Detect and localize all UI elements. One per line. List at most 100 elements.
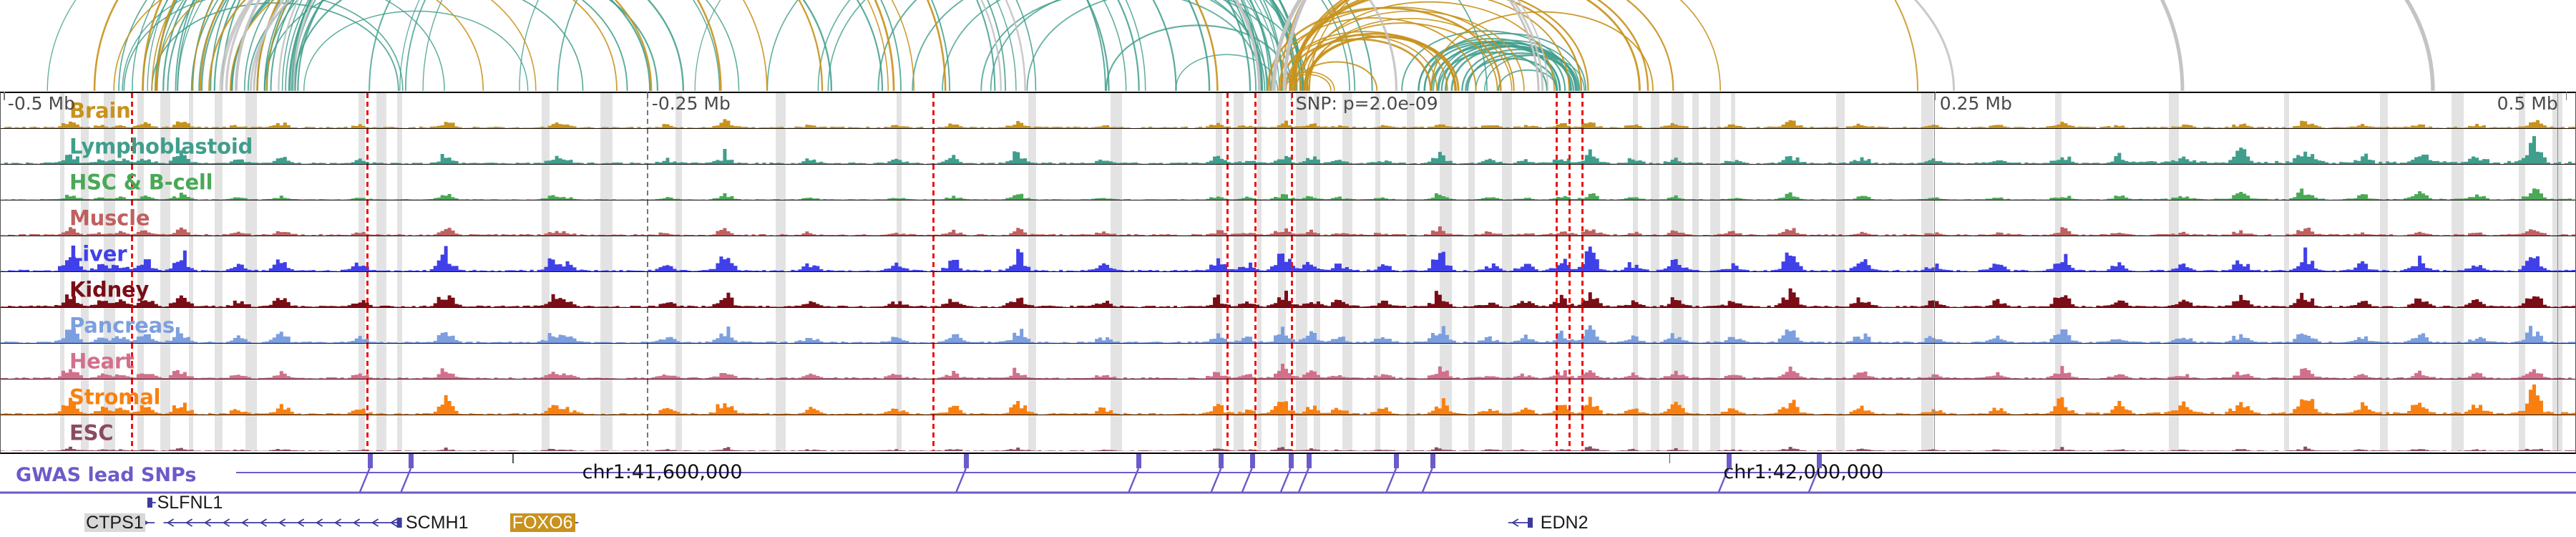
snp-marker-line <box>366 200 369 236</box>
reference-line <box>1934 236 1936 271</box>
gwas-snp-marker[interactable] <box>1306 454 1312 468</box>
gene-label-foxo6[interactable]: FOXO6 <box>509 513 575 532</box>
snp-marker-line <box>1290 379 1293 415</box>
gwas-snp-marker[interactable] <box>1249 454 1255 468</box>
highlight-band <box>160 165 171 200</box>
highlight-band <box>1836 165 1845 200</box>
highlight-band <box>1501 272 1512 307</box>
highlight-band <box>1710 379 1721 415</box>
highlight-band <box>2168 379 2179 415</box>
highlight-band <box>775 344 786 379</box>
reference-line <box>2557 93 2558 128</box>
signal-track-liver[interactable]: Liver <box>1 236 2575 272</box>
highlight-band <box>1921 200 1933 236</box>
highlight-band <box>1216 344 1223 379</box>
highlight-band <box>1110 93 1123 128</box>
gwas-snp-marker[interactable] <box>367 454 373 468</box>
track-label-liver: Liver <box>69 241 127 266</box>
highlight-band <box>80 129 89 164</box>
highlight-band <box>1342 344 1352 379</box>
gene-label-edn2[interactable]: EDN2 <box>1540 513 1589 533</box>
highlight-band <box>600 93 613 128</box>
gwas-snp-marker[interactable] <box>1430 454 1435 468</box>
signal-track-esc[interactable]: ESC <box>1 415 2575 451</box>
snp-marker-line <box>1556 93 1558 128</box>
highlight-band <box>600 272 613 307</box>
highlight-band <box>80 93 89 128</box>
gwas-snp-marker[interactable] <box>1394 454 1400 468</box>
highlight-band <box>600 236 613 271</box>
highlight-band <box>1692 344 1699 379</box>
signal-track-heart[interactable]: Heart <box>1 344 2575 379</box>
highlight-band <box>358 93 366 128</box>
track-label-hsc-b-cell: HSC & B-cell <box>69 169 213 194</box>
highlight-band <box>188 200 194 236</box>
highlight-band <box>1216 379 1223 415</box>
highlight-band <box>397 344 402 379</box>
snp-marker-line <box>1226 379 1229 415</box>
reference-line <box>1934 272 1936 307</box>
signal-track-hsc-b-cell[interactable]: HSC & B-cell <box>1 165 2575 200</box>
gene-label-scmh1[interactable]: SCMH1 <box>406 513 469 533</box>
highlight-band <box>1836 236 1845 271</box>
highlight-band <box>1440 93 1452 128</box>
signal-track-brain[interactable]: Brain <box>1 93 2575 129</box>
highlight-band <box>2552 129 2562 164</box>
highlight-band <box>1234 272 1244 307</box>
highlight-band <box>245 344 258 379</box>
snp-marker-line <box>130 308 133 343</box>
highlight-band <box>1672 93 1684 128</box>
axis-guide-line <box>647 129 648 164</box>
reference-line <box>2557 308 2558 343</box>
signal-track-pancreas[interactable]: Pancreas <box>1 308 2575 344</box>
gwas-snp-marker[interactable] <box>409 454 414 468</box>
signal-track-kidney[interactable]: Kidney <box>1 272 2575 308</box>
snp-marker-line <box>1581 129 1584 164</box>
highlight-band <box>1313 165 1320 200</box>
highlight-band <box>358 129 366 164</box>
gwas-snp-marker[interactable] <box>1816 454 1822 468</box>
highlight-band <box>103 415 116 451</box>
highlight-band <box>160 379 171 415</box>
gwas-snp-marker[interactable] <box>1288 454 1294 468</box>
signal-track-muscle[interactable]: Muscle <box>1 200 2575 236</box>
highlight-band <box>160 93 171 128</box>
gwas-snp-marker[interactable] <box>1136 454 1142 468</box>
highlight-band <box>2168 165 2179 200</box>
highlight-band <box>1921 165 1933 200</box>
highlight-band <box>1375 272 1380 307</box>
gwas-connector-svg <box>0 468 2576 494</box>
highlight-band <box>1406 165 1415 200</box>
highlight-band <box>2552 236 2562 271</box>
highlight-band <box>397 272 402 307</box>
highlight-band <box>1216 200 1223 236</box>
gene-label-slfnl1[interactable]: SLFNL1 <box>157 493 223 513</box>
highlight-band <box>1651 165 1659 200</box>
gwas-snp-marker[interactable] <box>1726 454 1732 468</box>
highlight-band <box>1836 379 1845 415</box>
highlight-band <box>1406 200 1415 236</box>
snp-marker-line <box>130 344 133 379</box>
highlight-band <box>1216 165 1223 200</box>
snp-marker-line <box>1568 200 1571 236</box>
gwas-snp-marker[interactable] <box>964 454 969 468</box>
highlight-band <box>2552 308 2562 343</box>
highlight-band <box>2451 379 2464 415</box>
signal-track-lymphoblastoid[interactable]: Lymphoblastoid <box>1 129 2575 165</box>
highlight-band <box>775 93 786 128</box>
reference-line <box>1934 344 1936 379</box>
gene-label-ctps1[interactable]: CTPS1 <box>84 513 145 533</box>
snp-marker-line <box>130 236 133 271</box>
highlight-band <box>1277 308 1287 343</box>
snp-marker-line <box>1226 344 1229 379</box>
reference-line <box>2557 344 2558 379</box>
highlight-band <box>358 236 366 271</box>
highlight-band <box>1257 165 1262 200</box>
highlight-band <box>1672 165 1684 200</box>
highlight-band <box>1710 308 1721 343</box>
highlight-band <box>1313 272 1320 307</box>
gwas-snp-marker[interactable] <box>1219 454 1224 468</box>
highlight-band <box>2055 344 2062 379</box>
signal-track-stromal[interactable]: Stromal <box>1 379 2575 415</box>
highlight-band <box>397 93 402 128</box>
